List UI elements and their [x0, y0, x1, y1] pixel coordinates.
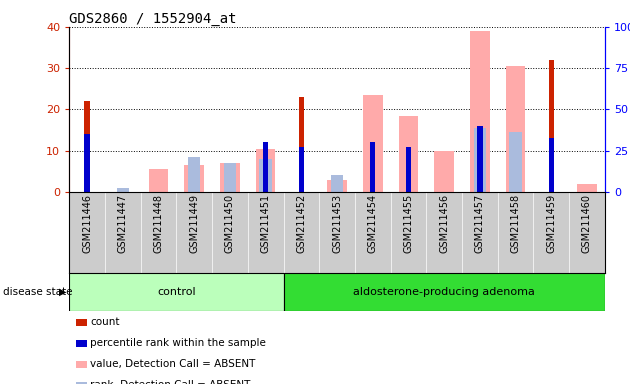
- Bar: [327, 180, 347, 192]
- Text: GDS2860 / 1552904_at: GDS2860 / 1552904_at: [69, 12, 237, 26]
- Bar: [470, 31, 490, 192]
- Bar: [256, 149, 275, 192]
- Text: value, Detection Call = ABSENT: value, Detection Call = ABSENT: [90, 359, 256, 369]
- Text: GSM211448: GSM211448: [154, 194, 164, 253]
- Text: GSM211452: GSM211452: [296, 194, 306, 253]
- Bar: [370, 142, 375, 192]
- Bar: [299, 97, 304, 192]
- Bar: [185, 165, 204, 192]
- Bar: [363, 95, 382, 192]
- Text: GSM211458: GSM211458: [510, 194, 520, 253]
- Text: GSM211450: GSM211450: [225, 194, 235, 253]
- Text: GSM211457: GSM211457: [475, 194, 485, 253]
- Bar: [224, 163, 236, 192]
- Bar: [506, 66, 525, 192]
- Text: GSM211454: GSM211454: [368, 194, 378, 253]
- Text: GSM211460: GSM211460: [582, 194, 592, 253]
- Text: GSM211447: GSM211447: [118, 194, 128, 253]
- Bar: [399, 116, 418, 192]
- Text: ▶: ▶: [59, 287, 66, 297]
- Bar: [84, 134, 90, 192]
- Bar: [260, 159, 272, 192]
- Text: GSM211451: GSM211451: [261, 194, 271, 253]
- Bar: [299, 147, 304, 192]
- Bar: [284, 273, 605, 311]
- Bar: [188, 157, 200, 192]
- Bar: [549, 138, 554, 192]
- Text: aldosterone-producing adenoma: aldosterone-producing adenoma: [353, 287, 535, 297]
- Bar: [84, 101, 90, 192]
- Bar: [149, 169, 168, 192]
- Text: GSM211449: GSM211449: [189, 194, 199, 253]
- Bar: [549, 60, 554, 192]
- Text: control: control: [157, 287, 196, 297]
- Text: rank, Detection Call = ABSENT: rank, Detection Call = ABSENT: [90, 380, 251, 384]
- Text: GSM211446: GSM211446: [82, 194, 92, 253]
- Bar: [117, 188, 129, 192]
- Bar: [477, 126, 483, 192]
- Bar: [577, 184, 597, 192]
- Text: GSM211455: GSM211455: [403, 194, 413, 253]
- Bar: [331, 175, 343, 192]
- Bar: [220, 163, 240, 192]
- Bar: [406, 147, 411, 192]
- Bar: [474, 128, 486, 192]
- Text: GSM211459: GSM211459: [546, 194, 556, 253]
- Bar: [69, 273, 284, 311]
- Bar: [434, 151, 454, 192]
- Text: disease state: disease state: [3, 287, 72, 297]
- Text: GSM211453: GSM211453: [332, 194, 342, 253]
- Text: percentile rank within the sample: percentile rank within the sample: [90, 338, 266, 348]
- Text: GSM211456: GSM211456: [439, 194, 449, 253]
- Text: count: count: [90, 317, 120, 327]
- Bar: [509, 132, 522, 192]
- Bar: [263, 142, 268, 192]
